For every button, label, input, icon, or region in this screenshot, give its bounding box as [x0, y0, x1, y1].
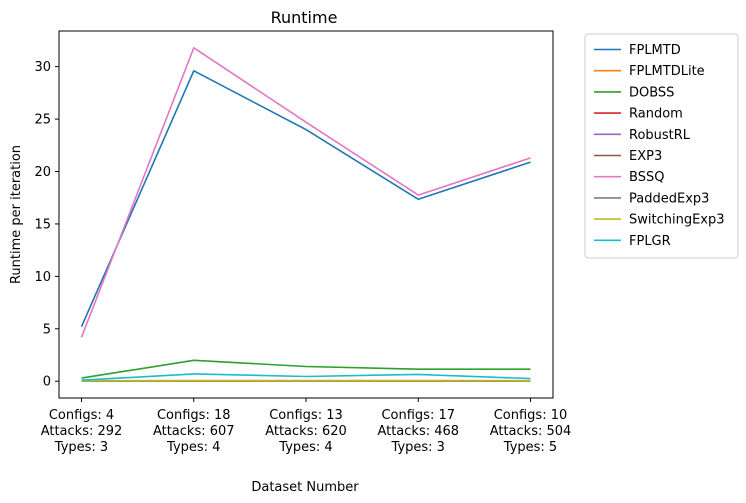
legend-box — [584, 33, 739, 259]
x-tick-label: Configs: 18 — [157, 408, 231, 423]
legend-item-label: DOBSS — [629, 85, 674, 100]
series-line-fplgr — [81, 373, 531, 381]
x-tick-label: Configs: 17 — [381, 408, 455, 423]
y-tick-label: 0 — [43, 375, 51, 390]
x-tick-label: Attacks: 607 — [153, 424, 235, 439]
x-tick-label: Attacks: 468 — [377, 424, 459, 439]
legend-item-label: Random — [629, 107, 683, 122]
x-tick-label: Types: 4 — [278, 440, 332, 455]
legend-item-label: BSSQ — [629, 170, 664, 185]
x-tick-label: Configs: 4 — [49, 408, 114, 423]
x-tick-label: Attacks: 620 — [265, 424, 347, 439]
x-tick-label: Configs: 13 — [269, 408, 343, 423]
plot-frame — [58, 30, 554, 399]
legend-item-label: SwitchingExp3 — [629, 213, 725, 228]
legend-item-label: RobustRL — [629, 128, 691, 143]
x-tick-label: Configs: 10 — [494, 408, 568, 423]
legend: FPLMTD FPLMTDLite DOBSS Random RobustRL EXP3 B… — [584, 33, 739, 259]
series-line-dobss — [81, 359, 531, 379]
x-axis-label: Dataset Number — [251, 480, 359, 495]
legend-item-label: FPLGR — [629, 234, 671, 249]
series-line-bssq — [80, 46, 531, 338]
x-tick-label: Types: 3 — [391, 440, 445, 455]
y-tick-label: 10 — [34, 270, 51, 285]
x-tick-label: Attacks: 504 — [490, 424, 572, 439]
x-tick-label: Attacks: 292 — [41, 424, 123, 439]
legend-item-label: EXP3 — [629, 149, 662, 164]
series-line-fplmtd — [80, 70, 531, 328]
y-tick-label: 25 — [34, 113, 51, 128]
x-tick-label: Types: 4 — [166, 440, 220, 455]
legend-item-label: FPLMTD — [629, 43, 681, 58]
x-tick-label: Types: 3 — [54, 440, 108, 455]
y-tick-label: 20 — [34, 165, 51, 180]
chart-title: Runtime — [271, 8, 338, 27]
legend-item-label: FPLMTDLite — [629, 64, 705, 79]
y-axis-label: Runtime per iteration — [9, 145, 24, 284]
x-tick-label: Types: 5 — [503, 440, 557, 455]
y-tick-label: 30 — [34, 60, 51, 75]
y-tick-label: 5 — [43, 322, 51, 337]
y-tick-label: 15 — [34, 217, 51, 232]
legend-item-label: PaddedExp3 — [629, 191, 709, 206]
